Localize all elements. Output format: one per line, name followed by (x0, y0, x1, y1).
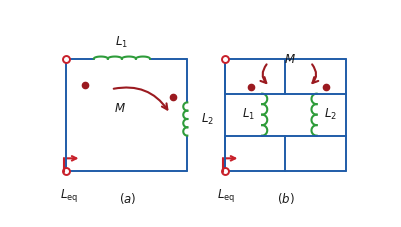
Text: $L_{\rm eq}$: $L_{\rm eq}$ (217, 187, 235, 204)
Text: $(b)$: $(b)$ (276, 191, 294, 206)
FancyArrowPatch shape (113, 87, 167, 109)
Text: $M$: $M$ (283, 53, 295, 66)
FancyArrowPatch shape (225, 156, 235, 160)
Text: $L_1$: $L_1$ (115, 35, 128, 50)
Text: $(a)$: $(a)$ (119, 191, 136, 206)
Text: $L_{\rm eq}$: $L_{\rm eq}$ (59, 187, 77, 204)
Text: $L_2$: $L_2$ (200, 111, 214, 127)
Text: $M$: $M$ (114, 102, 126, 115)
FancyArrowPatch shape (260, 64, 266, 83)
FancyArrowPatch shape (311, 64, 318, 83)
Text: $L_1$: $L_1$ (241, 107, 254, 122)
FancyArrowPatch shape (67, 156, 76, 160)
Text: $L_2$: $L_2$ (323, 107, 336, 122)
